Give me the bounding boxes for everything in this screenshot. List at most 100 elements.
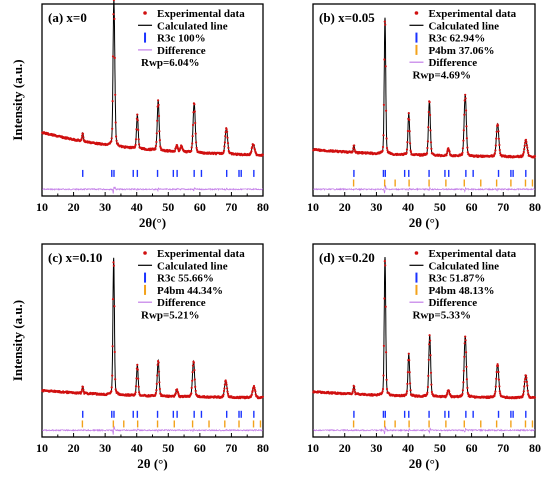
data-point <box>191 379 194 382</box>
data-point <box>426 385 429 389</box>
data-point <box>461 392 464 395</box>
legend-marker-experimental <box>414 11 419 15</box>
data-point <box>385 109 388 112</box>
data-point <box>526 389 529 392</box>
data-point <box>222 149 226 152</box>
data-point <box>523 385 526 388</box>
data-point <box>134 143 137 146</box>
data-point <box>525 376 528 379</box>
data-point <box>156 119 159 122</box>
data-point <box>115 135 118 138</box>
data-point <box>523 148 526 151</box>
data-point <box>195 148 199 151</box>
data-point <box>225 383 228 386</box>
data-point <box>426 146 429 150</box>
data-point <box>227 146 230 149</box>
data-point <box>174 392 177 395</box>
data-point <box>113 17 116 20</box>
legend-label: Calculated line <box>157 20 228 32</box>
data-point <box>112 13 115 16</box>
data-point <box>112 0 115 2</box>
data-point <box>382 134 385 137</box>
data-point <box>409 150 413 154</box>
data-point <box>463 355 466 358</box>
x-tick-label: 10 <box>36 441 48 455</box>
data-point <box>192 361 195 364</box>
data-point <box>223 145 226 148</box>
data-point <box>405 392 408 395</box>
data-point <box>385 378 388 381</box>
data-point <box>155 140 158 144</box>
x-axis-label: 2θ(°) <box>139 215 166 230</box>
data-point <box>461 153 464 156</box>
data-point <box>226 392 230 395</box>
data-point <box>495 130 498 133</box>
data-point <box>191 371 194 374</box>
data-point <box>223 383 226 386</box>
data-point <box>158 139 161 142</box>
legend-label: Experimental data <box>157 248 245 260</box>
legend-label: Calculated line <box>428 260 499 272</box>
data-point <box>498 143 501 147</box>
data-point <box>226 136 229 139</box>
data-point <box>495 370 498 374</box>
data-point <box>429 371 433 374</box>
difference-curve <box>41 424 263 435</box>
data-point <box>466 386 469 389</box>
data-point <box>351 150 354 153</box>
calculated-line <box>313 17 535 158</box>
data-point <box>405 390 409 393</box>
data-point <box>82 136 85 139</box>
x-tick-label: 10 <box>36 200 48 214</box>
data-point <box>406 129 409 133</box>
legend-label: Calculated line <box>157 260 228 272</box>
data-point <box>110 137 113 140</box>
y-axis-label: Intensity (a.u.) <box>10 300 25 381</box>
data-point <box>157 103 160 106</box>
legend-label: R3c 100% <box>157 33 206 45</box>
data-point <box>465 125 468 128</box>
data-point <box>498 148 501 152</box>
data-point <box>428 334 431 337</box>
data-point <box>465 351 468 354</box>
panel-c: 10 20 30 40 50 60 70 80 2θ (°) Intensity (a.u.) (c… <box>10 243 269 471</box>
data-point <box>138 391 141 394</box>
data-point <box>252 144 256 147</box>
data-point <box>445 152 449 155</box>
legend-label: P4bm 48.13% <box>428 285 494 297</box>
data-point <box>384 23 387 26</box>
data-point <box>190 386 193 389</box>
data-point <box>155 389 158 392</box>
data-point <box>385 146 389 150</box>
data-point <box>465 137 468 140</box>
x-tick-label: 70 <box>497 200 509 214</box>
data-point <box>382 374 385 377</box>
data-point <box>522 390 525 393</box>
data-point <box>112 264 115 267</box>
data-point <box>523 144 526 147</box>
data-point <box>383 260 386 263</box>
plot-frame <box>312 243 536 438</box>
legend-label: Difference <box>428 57 477 69</box>
data-point <box>111 345 114 348</box>
data-point <box>190 146 193 149</box>
data-point <box>353 385 356 388</box>
data-point <box>195 141 198 144</box>
data-point <box>156 105 159 108</box>
x-tick-label: 40 <box>402 441 414 455</box>
data-point <box>408 118 411 121</box>
data-point <box>190 392 193 395</box>
data-point <box>113 350 116 354</box>
data-point <box>112 261 115 264</box>
data-point <box>384 65 387 68</box>
data-point <box>113 305 116 308</box>
data-point <box>222 395 225 398</box>
data-point <box>494 385 497 388</box>
difference-curve <box>313 426 536 435</box>
x-tick-label: 30 <box>370 441 382 455</box>
data-point <box>110 390 113 393</box>
